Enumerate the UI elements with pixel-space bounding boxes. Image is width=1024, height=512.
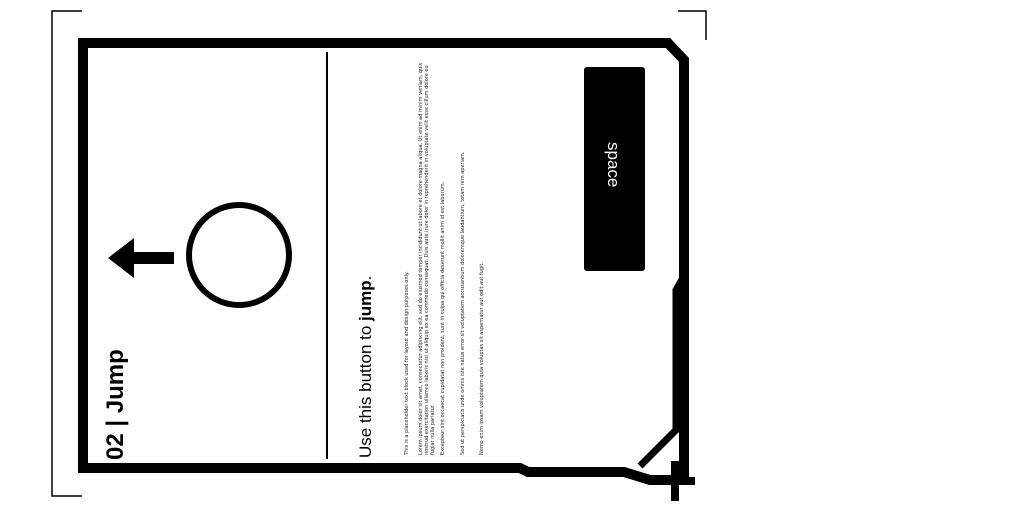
plus-icon [655,461,695,501]
space-key-label: space [604,142,623,188]
crop-mark-top-right [678,10,707,40]
instruction-text: Use this button to jump. [354,158,378,458]
instruction-action: jump [356,280,375,321]
fine-print-paragraph: Sed ut perspiciatis unde omnis iste natu… [460,151,466,456]
card-outline [78,38,689,485]
circle-button-icon [186,202,292,308]
fine-print-paragraph: Excepteur sint occaecat cupidatat non pr… [440,181,446,455]
card-corner-bevel [637,274,688,469]
fine-print-paragraph: Lorem ipsum dolor sit amet, consectetur … [418,62,436,455]
left-arrow-icon [108,238,174,278]
instruction-prefix: Use this button to [356,320,375,458]
crop-mark-top-left [51,10,82,497]
card-title: 02 | Jump [102,349,129,460]
fine-print-line: Nemo enim ipsam voluptatem quia voluptas… [479,262,485,455]
instruction-suffix: . [356,275,375,281]
space-key [584,67,645,271]
fine-print-line: This is a placeholder text block used fo… [404,271,410,455]
